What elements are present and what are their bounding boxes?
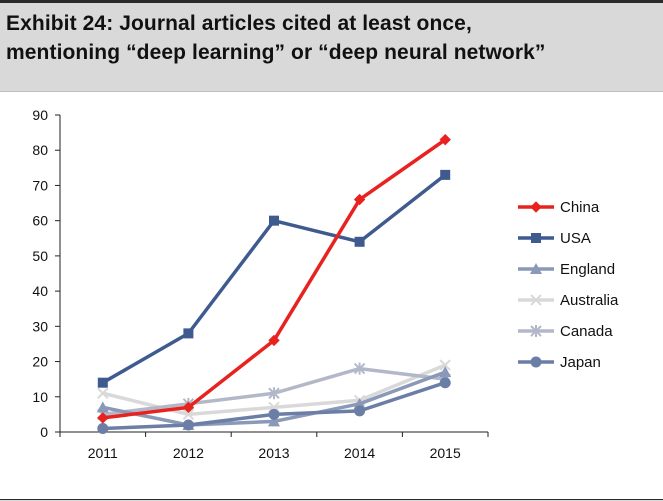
data-point-china-2012 bbox=[182, 401, 195, 414]
exhibit-header: Exhibit 24: Journal articles cited at le… bbox=[0, 0, 663, 90]
x-tick-label: 2011 bbox=[88, 445, 118, 461]
y-tick-label: 0 bbox=[40, 424, 48, 440]
legend-marker-japan bbox=[530, 356, 542, 368]
legend-marker-canada bbox=[530, 325, 542, 337]
chart-title-line-2: mentioning “deep learning” or “deep neur… bbox=[6, 41, 546, 64]
y-tick-label: 40 bbox=[32, 283, 48, 299]
data-point-usa-2015 bbox=[440, 169, 451, 180]
y-tick-label: 70 bbox=[32, 177, 48, 193]
data-point-australia-2011 bbox=[97, 387, 109, 399]
legend-marker-china bbox=[530, 201, 542, 213]
data-point-usa-2012 bbox=[183, 328, 194, 339]
data-point-japan-2014 bbox=[354, 405, 366, 417]
legend-marker-england bbox=[530, 263, 542, 274]
data-point-china-2013 bbox=[268, 334, 280, 347]
chart-title-line-1: Exhibit 24: Journal articles cited at le… bbox=[6, 12, 472, 35]
y-tick-label: 90 bbox=[32, 107, 48, 123]
data-point-usa-2013 bbox=[269, 215, 279, 226]
y-tick-label: 50 bbox=[32, 248, 48, 264]
legend-label-canada: Canada bbox=[560, 323, 613, 340]
legend-label-england: England bbox=[560, 261, 615, 278]
y-tick-label: 80 bbox=[32, 142, 48, 158]
legend-marker-usa bbox=[531, 233, 541, 243]
data-point-usa-2011 bbox=[97, 377, 108, 388]
series-line-china bbox=[102, 138, 447, 420]
x-tick-label: 2015 bbox=[430, 445, 461, 461]
y-tick-label: 20 bbox=[32, 354, 48, 370]
y-tick-label: 60 bbox=[32, 213, 48, 229]
data-point-china-2015 bbox=[439, 133, 451, 146]
data-point-china-2011 bbox=[97, 412, 109, 424]
data-point-england-2015 bbox=[439, 366, 452, 378]
legend-label-australia: Australia bbox=[560, 292, 619, 309]
legend-label-usa: USA bbox=[560, 230, 591, 247]
y-tick-label: 30 bbox=[32, 318, 48, 334]
x-tick-label: 2012 bbox=[173, 445, 204, 461]
legend-marker-australia bbox=[530, 294, 542, 306]
legend-label-china: China bbox=[560, 199, 600, 216]
line-chart: 0 10 20 30 40 50 60 70 80 90 2011 2012 2013 2014 2015 C… bbox=[32, 107, 619, 461]
data-point-canada-2013 bbox=[268, 387, 280, 400]
data-point-japan-2011 bbox=[97, 422, 109, 434]
data-point-usa-2014 bbox=[354, 236, 365, 247]
data-point-australia-2015 bbox=[439, 359, 451, 371]
data-point-england-2011 bbox=[96, 401, 109, 413]
data-point-japan-2015 bbox=[439, 377, 451, 389]
legend-label-japan: Japan bbox=[560, 354, 601, 371]
data-point-england-2013 bbox=[268, 415, 280, 427]
series-line-usa bbox=[101, 173, 447, 385]
data-point-china-2014 bbox=[353, 193, 366, 206]
data-point-canada-2014 bbox=[353, 362, 366, 375]
y-tick-label: 10 bbox=[32, 389, 48, 405]
x-tick-label: 2013 bbox=[258, 445, 289, 461]
data-point-japan-2012 bbox=[182, 419, 194, 431]
data-point-australia-2012 bbox=[182, 408, 195, 421]
x-tick-label: 2014 bbox=[344, 445, 375, 461]
chart-panel: 0 10 20 30 40 50 60 70 80 90 2011 2012 2013 2014 2015 C… bbox=[0, 91, 663, 500]
data-point-england-2014 bbox=[353, 397, 366, 409]
data-point-japan-2013 bbox=[268, 408, 280, 420]
